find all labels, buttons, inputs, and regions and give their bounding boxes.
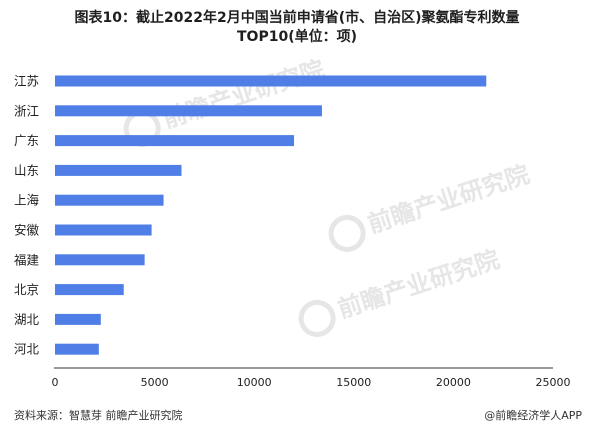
bar-3 — [55, 135, 295, 147]
bar-7 — [55, 254, 145, 266]
bar-2 — [55, 105, 322, 117]
x-tick-label-5: 20000 — [436, 376, 471, 389]
bar-4 — [55, 164, 182, 176]
chart-title-line-2: TOP10(单位：项) — [237, 29, 357, 45]
category-label-10: 河北 — [14, 342, 40, 357]
category-label-7: 福建 — [14, 252, 40, 267]
x-tick-label-6: 25000 — [536, 376, 571, 389]
watermark-logo-icon — [328, 214, 366, 252]
source-note: 资料来源：智慧芽 前瞻产业研究院 — [14, 409, 183, 422]
watermark-text: 前瞻产业研究院 — [334, 245, 502, 324]
x-tick-label-2: 5000 — [141, 376, 169, 389]
chart-title-line-1: 图表10：截止2022年2月中国当前申请省(市、自治区)聚氨酯专利数量 — [74, 10, 520, 26]
category-label-2: 浙江 — [14, 103, 39, 118]
category-label-8: 北京 — [14, 282, 39, 297]
watermark-text: 前瞻产业研究院 — [159, 55, 327, 134]
bar-5 — [55, 194, 164, 206]
chart-title: 图表10：截止2022年2月中国当前申请省(市、自治区)聚氨酯专利数量 TOP1… — [0, 9, 594, 47]
bar-1 — [55, 75, 487, 87]
bar-9 — [55, 313, 101, 325]
bar-10 — [55, 343, 99, 355]
watermark-1: 前瞻产业研究院 — [123, 55, 328, 147]
watermark-text: 前瞻产业研究院 — [364, 160, 532, 239]
x-tick-label-1: 0 — [52, 376, 59, 389]
watermark-2: 前瞻产业研究院 — [328, 160, 533, 252]
x-tick-label-3: 10000 — [237, 376, 272, 389]
category-label-1: 江苏 — [14, 74, 39, 89]
bar-6 — [55, 224, 152, 236]
x-tick-labels-group: 0 5000 10000 15000 20000 25000 — [52, 376, 571, 389]
bars-group — [55, 75, 487, 355]
x-tick-label-4: 15000 — [336, 376, 371, 389]
watermark-3: 前瞻产业研究院 — [298, 245, 503, 337]
watermark-logo-icon — [298, 299, 336, 337]
bar-8 — [55, 284, 124, 296]
category-label-6: 安徽 — [14, 223, 40, 238]
category-label-4: 山东 — [14, 163, 39, 178]
category-label-3: 广东 — [14, 133, 39, 148]
category-label-9: 湖北 — [14, 312, 40, 327]
category-label-5: 上海 — [14, 193, 40, 208]
credit-note: @前瞻经济学人APP — [484, 409, 582, 422]
